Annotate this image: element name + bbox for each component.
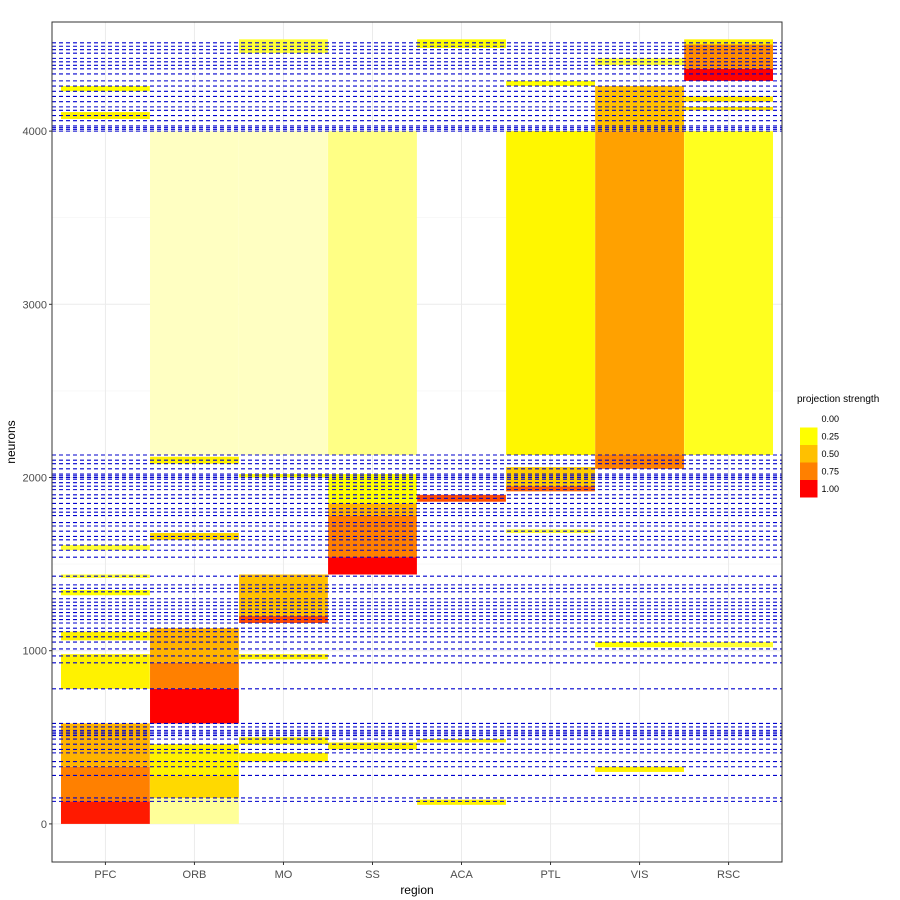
heat-tile-vis bbox=[595, 642, 684, 648]
x-tick-label: SS bbox=[365, 869, 380, 881]
heat-tile-orb bbox=[150, 628, 239, 663]
heat-tile-orb bbox=[150, 662, 239, 689]
y-tick-label: 1000 bbox=[23, 646, 47, 658]
heat-tile-mo bbox=[239, 737, 328, 745]
heat-tile-pfc bbox=[60, 801, 150, 824]
heat-tile-orb bbox=[150, 688, 239, 724]
heat-tile-ss bbox=[328, 474, 417, 504]
legend-label: 0.25 bbox=[822, 431, 840, 441]
heat-tile-ss bbox=[328, 742, 417, 750]
x-tick-label: RSC bbox=[717, 869, 740, 881]
heat-tile-pfc bbox=[60, 545, 150, 551]
legend-key bbox=[800, 410, 818, 428]
heat-tile-vis bbox=[595, 58, 684, 66]
y-axis-title: neurons bbox=[4, 420, 18, 463]
heat-tile-pfc bbox=[60, 631, 150, 641]
heat-tile-rsc bbox=[684, 106, 774, 111]
legend-key bbox=[800, 480, 818, 498]
heat-tile-vis bbox=[595, 131, 684, 455]
heat-tile-vis bbox=[595, 766, 684, 772]
x-tick-label: PFC bbox=[94, 869, 116, 881]
legend-label: 0.75 bbox=[822, 466, 840, 476]
y-tick-label: 3000 bbox=[23, 299, 47, 311]
heat-tile-rsc bbox=[684, 68, 774, 81]
x-tick-label: ORB bbox=[183, 869, 207, 881]
legend-label: 0.50 bbox=[822, 449, 840, 459]
heat-tile-vis bbox=[595, 454, 684, 469]
heat-tile-pfc bbox=[60, 574, 150, 578]
heat-tile-vis bbox=[595, 86, 684, 132]
y-tick-label: 2000 bbox=[23, 473, 47, 485]
heat-tile-pfc bbox=[60, 654, 150, 689]
legend-label: 0.00 bbox=[822, 414, 840, 424]
heat-tile-ptl bbox=[506, 131, 595, 455]
legend-key bbox=[800, 445, 818, 463]
heat-tile-aca bbox=[417, 799, 506, 805]
heat-tile-pfc bbox=[60, 86, 150, 92]
heat-tile-rsc bbox=[684, 96, 774, 102]
heat-tile-orb bbox=[150, 797, 239, 824]
heat-tile-mo bbox=[239, 574, 328, 617]
heat-tile-rsc bbox=[684, 642, 774, 648]
heat-tile-pfc bbox=[60, 112, 150, 119]
x-tick-label: MO bbox=[275, 869, 293, 881]
heat-tile-mo bbox=[239, 752, 328, 762]
cluster-boundary-layer bbox=[52, 42, 782, 802]
heat-tile-mo bbox=[239, 654, 328, 660]
legend: projection strength 0.00 0.25 0.50 0.75 1.00 bbox=[797, 394, 879, 498]
heat-tile-mo bbox=[239, 131, 328, 455]
heat-tile-ptl bbox=[506, 467, 595, 487]
x-tick-label: ACA bbox=[450, 869, 473, 881]
legend-key bbox=[800, 427, 818, 445]
heat-tile-ss bbox=[328, 557, 417, 575]
heat-tile-ss bbox=[328, 131, 417, 455]
heat-tile-aca bbox=[417, 739, 506, 743]
legend-label: 1.00 bbox=[822, 484, 840, 494]
legend-key bbox=[800, 462, 818, 480]
heat-tile-orb bbox=[150, 131, 239, 455]
panel-border bbox=[51, 21, 783, 863]
heat-tile-rsc bbox=[684, 131, 774, 455]
heat-tile-aca bbox=[417, 39, 506, 48]
y-tick-label: 4000 bbox=[23, 126, 47, 138]
legend-title: projection strength bbox=[797, 394, 879, 405]
heat-tile-ss bbox=[328, 503, 417, 516]
heat-tile-pfc bbox=[60, 590, 150, 596]
y-tick-label: 0 bbox=[41, 819, 47, 831]
x-tick-label: PTL bbox=[540, 869, 560, 881]
x-axis-title: region bbox=[400, 883, 433, 897]
heat-tile-orb bbox=[150, 775, 239, 798]
heat-tile-ptl bbox=[506, 80, 595, 87]
x-tick-label: VIS bbox=[631, 869, 649, 881]
tile-layer bbox=[60, 39, 774, 824]
heat-tile-rsc bbox=[684, 39, 774, 45]
axis-layer: 0 1000 2000 3000 4000 PFC ORB MO SS ACA PTL VIS RSC bbox=[23, 126, 741, 881]
heat-tile-rsc bbox=[684, 44, 774, 69]
heat-tile-ptl bbox=[506, 486, 595, 492]
heat-tile-pfc bbox=[60, 766, 150, 802]
